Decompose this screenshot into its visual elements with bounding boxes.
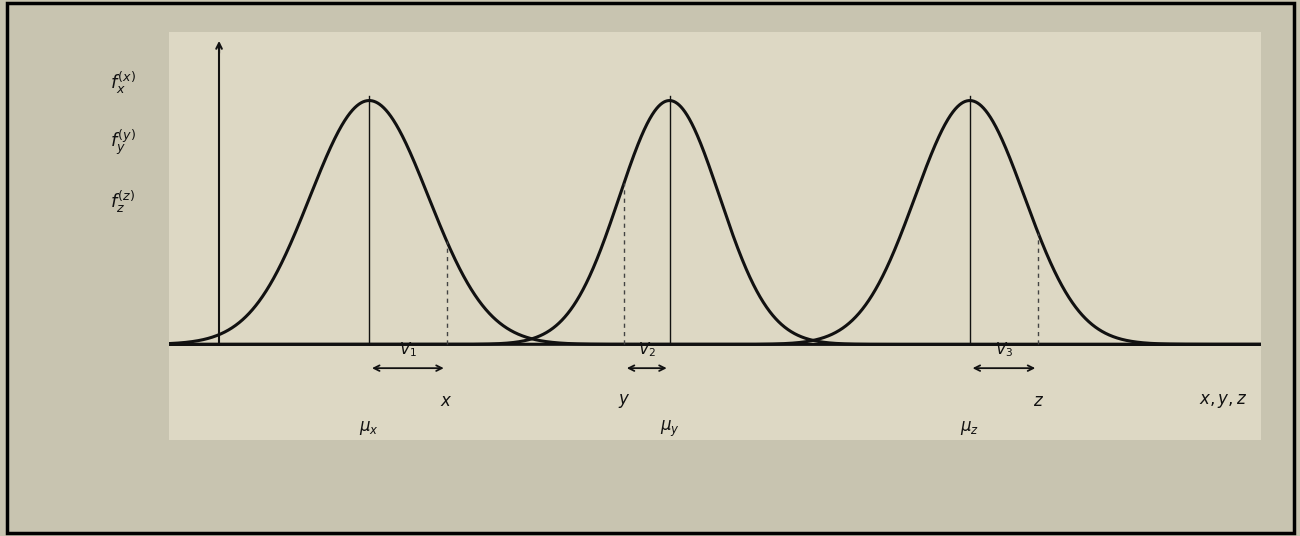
Text: $x$: $x$ xyxy=(441,392,452,410)
Text: $\mu_x$: $\mu_x$ xyxy=(359,419,380,437)
Text: $V_3$: $V_3$ xyxy=(994,340,1013,359)
Text: $z$: $z$ xyxy=(1032,392,1044,410)
Text: $f_z^{(z)}$: $f_z^{(z)}$ xyxy=(109,189,135,215)
Text: $\mu_z$: $\mu_z$ xyxy=(961,419,979,437)
Text: $f_x^{(x)}$: $f_x^{(x)}$ xyxy=(109,70,135,96)
Text: $x, y, z$: $x, y, z$ xyxy=(1199,392,1247,410)
Text: $V_1$: $V_1$ xyxy=(399,340,417,359)
Text: $V_2$: $V_2$ xyxy=(638,340,655,359)
Text: $\mu_y$: $\mu_y$ xyxy=(659,419,680,439)
Text: $y$: $y$ xyxy=(618,392,630,410)
Text: $f_y^{(y)}$: $f_y^{(y)}$ xyxy=(109,128,135,157)
